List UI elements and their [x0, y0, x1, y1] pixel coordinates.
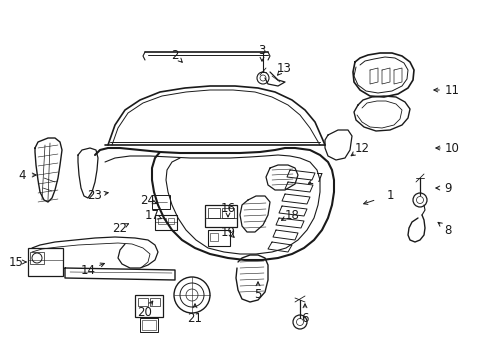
Bar	[155, 215, 177, 230]
Text: 13: 13	[276, 62, 291, 75]
Bar	[204, 205, 237, 227]
Text: 14: 14	[81, 264, 95, 276]
Text: 17: 17	[144, 208, 159, 221]
Bar	[150, 298, 160, 306]
Bar	[30, 252, 44, 264]
Text: 1: 1	[386, 189, 393, 202]
Text: 22: 22	[112, 221, 127, 234]
Text: 6: 6	[301, 311, 308, 324]
Bar	[142, 320, 156, 330]
Bar	[207, 208, 220, 218]
Text: 15: 15	[9, 256, 23, 269]
Text: 18: 18	[284, 208, 299, 221]
Text: 9: 9	[443, 181, 451, 194]
Bar	[152, 195, 170, 209]
Bar	[135, 295, 163, 317]
Text: 8: 8	[444, 224, 451, 237]
Bar	[209, 233, 218, 241]
Text: 20: 20	[137, 306, 152, 319]
Text: 2: 2	[171, 49, 179, 62]
Text: 16: 16	[220, 202, 235, 215]
Text: 23: 23	[87, 189, 102, 202]
Text: 3: 3	[258, 44, 265, 57]
Text: 12: 12	[354, 141, 369, 154]
Text: 24: 24	[140, 194, 155, 207]
Text: 10: 10	[444, 141, 459, 154]
Bar	[28, 248, 63, 276]
Text: 11: 11	[444, 84, 459, 96]
Bar	[222, 208, 234, 218]
Text: 19: 19	[220, 225, 235, 239]
Text: 5: 5	[254, 288, 261, 302]
Bar	[138, 298, 148, 306]
Bar	[168, 218, 174, 224]
Bar	[140, 318, 158, 332]
Bar	[158, 218, 165, 224]
Text: 21: 21	[187, 311, 202, 324]
Bar	[207, 230, 229, 246]
Text: 7: 7	[316, 171, 323, 185]
Text: 4: 4	[18, 168, 26, 181]
